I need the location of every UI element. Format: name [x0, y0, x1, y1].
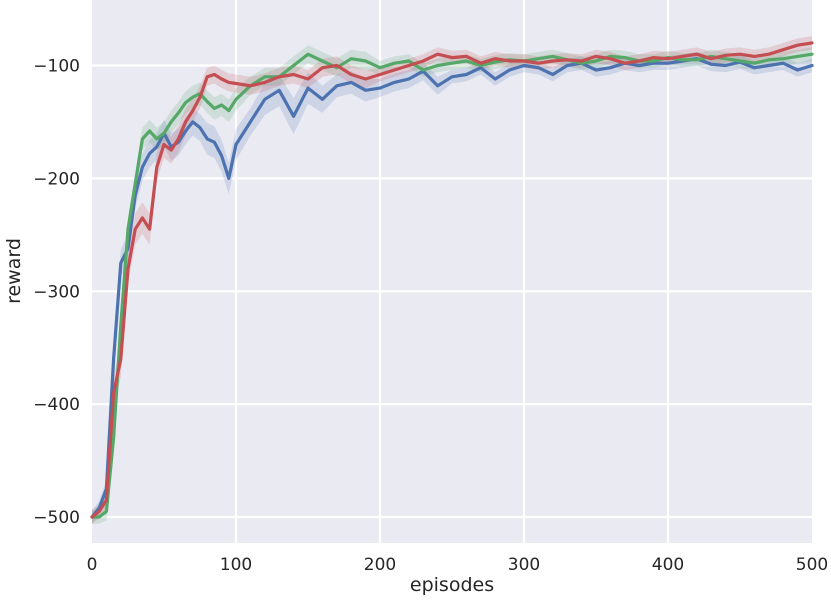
x-tick-label: 100 [220, 555, 252, 575]
grid-lines [92, 0, 812, 543]
y-tick-labels: −500 −400 −300 −200 −100 [33, 56, 80, 528]
y-tick-label: −500 [33, 508, 80, 528]
y-tick-label: −300 [33, 282, 80, 302]
x-tick-label: 400 [652, 555, 684, 575]
x-tick-label: 200 [364, 555, 396, 575]
series-3-line [90, 41, 814, 519]
y-tick-label: −400 [33, 395, 80, 415]
x-tick-label: 500 [796, 555, 828, 575]
y-tick-label: −100 [33, 56, 80, 76]
x-tick-label: 0 [87, 555, 98, 575]
y-tick-label: −200 [33, 169, 80, 189]
series-lines [90, 41, 814, 519]
x-tick-labels: 0 100 200 300 400 500 [87, 555, 829, 575]
x-tick-label: 300 [508, 555, 540, 575]
y-axis-label: reward [3, 238, 25, 304]
plot-background [92, 0, 812, 543]
x-axis-label: episodes [410, 574, 494, 596]
